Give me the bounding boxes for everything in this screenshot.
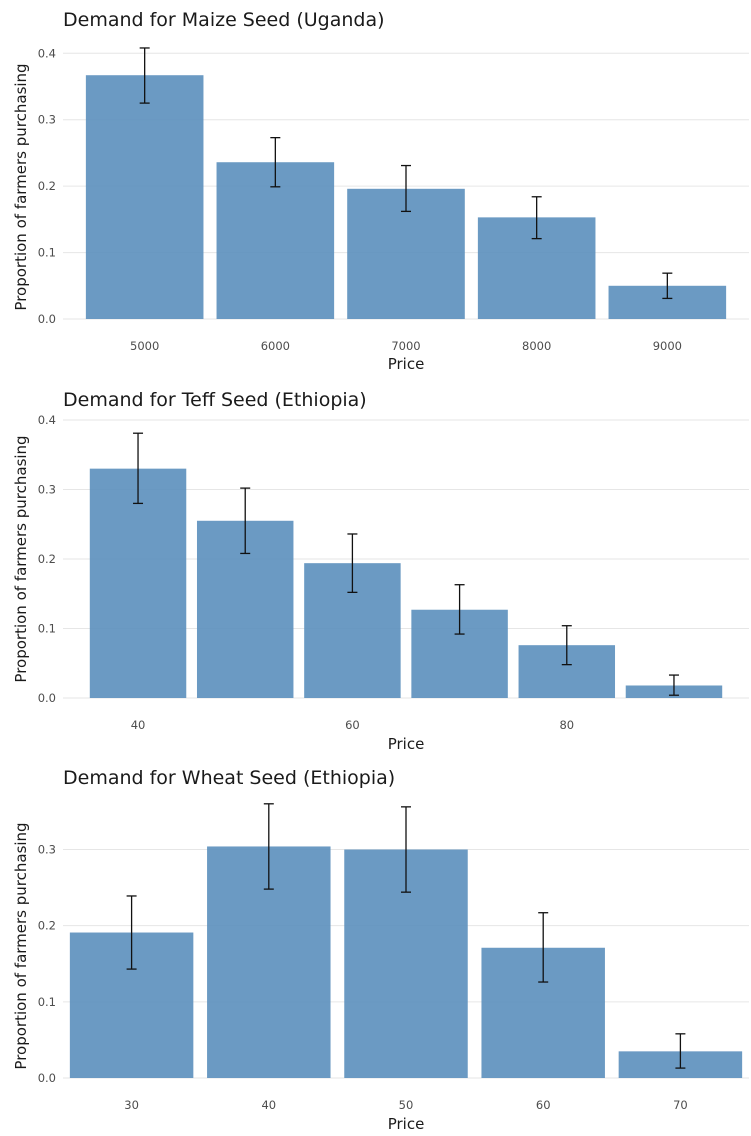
- error-bar: [270, 136, 281, 188]
- chart-title: Demand for Wheat Seed (Ethiopia): [63, 767, 395, 789]
- error-bar: [561, 625, 572, 666]
- chart-title: Demand for Maize Seed (Uganda): [63, 9, 385, 31]
- y-axis-title: Proportion of farmers purchasing: [12, 435, 30, 682]
- x-tick-label: 50: [399, 1098, 414, 1112]
- error-bar: [531, 196, 542, 240]
- x-tick-label: 7000: [391, 339, 420, 353]
- error-bar: [126, 895, 137, 970]
- chart-panel-maize: Demand for Maize Seed (Uganda) 0.0 0.1 0.2…: [12, 9, 749, 373]
- y-tick-label: 0.0: [38, 691, 56, 705]
- bar: [89, 468, 187, 698]
- x-tick-label: 60: [345, 718, 360, 732]
- x-tick-label: 30: [124, 1098, 139, 1112]
- y-tick-label: 0.3: [38, 483, 56, 497]
- y-tick-label: 0.2: [38, 179, 56, 193]
- y-tick-label: 0.4: [38, 413, 56, 427]
- y-tick-label: 0.0: [38, 1071, 56, 1085]
- error-bar: [401, 164, 411, 213]
- error-bar: [263, 803, 274, 890]
- y-tick-label: 0.1: [38, 246, 56, 260]
- y-tick-label: 0.1: [38, 995, 56, 1009]
- error-bar: [675, 1033, 686, 1069]
- y-tick-label: 0.3: [38, 113, 56, 127]
- x-axis-title: Price: [388, 355, 425, 373]
- error-bar: [401, 806, 411, 893]
- y-tick-label: 0.3: [38, 843, 56, 857]
- bar: [85, 75, 204, 319]
- chart-panel-teff: Demand for Teff Seed (Ethiopia) 0.0 0.1 0.…: [12, 389, 749, 753]
- x-tick-label: 80: [559, 718, 574, 732]
- error-bar: [454, 584, 465, 635]
- y-tick-label: 0.4: [38, 46, 56, 60]
- x-tick-label: 9000: [653, 339, 682, 353]
- chart-panel-wheat: Demand for Wheat Seed (Ethiopia) 0.0 0.1 0…: [12, 767, 749, 1133]
- error-bar: [662, 272, 673, 300]
- y-tick-label: 0.0: [38, 312, 56, 326]
- x-axis-title: Price: [388, 735, 425, 753]
- x-tick-label: 5000: [130, 339, 159, 353]
- x-tick-label: 70: [673, 1098, 688, 1112]
- error-bar: [240, 487, 251, 555]
- error-bar: [139, 47, 150, 104]
- y-axis-title: Proportion of farmers purchasing: [12, 63, 30, 310]
- error-bar: [668, 674, 679, 696]
- y-axis-title: Proportion of farmers purchasing: [12, 822, 30, 1069]
- chart-title: Demand for Teff Seed (Ethiopia): [63, 389, 367, 411]
- error-bar: [347, 533, 358, 594]
- x-tick-label: 60: [536, 1098, 551, 1112]
- x-tick-label: 8000: [522, 339, 551, 353]
- x-axis-title: Price: [388, 1115, 425, 1133]
- error-bar: [133, 432, 144, 505]
- x-tick-label: 40: [131, 718, 146, 732]
- bar: [216, 162, 335, 319]
- y-tick-label: 0.2: [38, 552, 56, 566]
- x-tick-label: 6000: [261, 339, 290, 353]
- y-tick-label: 0.2: [38, 919, 56, 933]
- y-tick-label: 0.1: [38, 622, 56, 636]
- error-bar: [538, 912, 549, 983]
- x-tick-label: 40: [261, 1098, 276, 1112]
